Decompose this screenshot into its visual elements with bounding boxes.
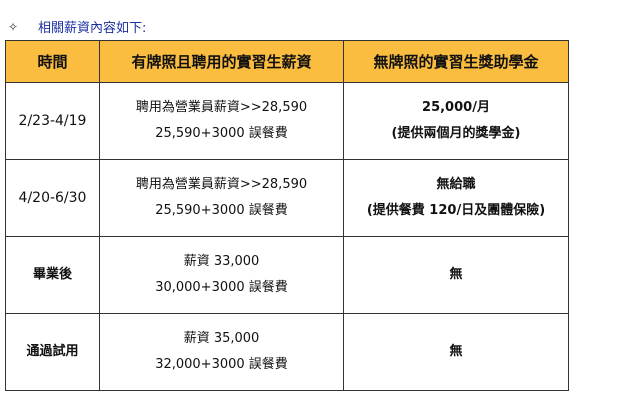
header-time: 時間 [5,40,100,83]
table-row: 通過試用 薪資 35,000 32,000+3000 誤餐費 無 [5,313,569,391]
cell-licensed: 薪資 33,000 30,000+3000 誤餐費 [99,236,344,314]
heading-text: 相關薪資內容如下: [38,21,147,36]
table-row: 畢業後 薪資 33,000 30,000+3000 誤餐費 無 [5,236,569,314]
cell-time: 2/23-4/19 [5,82,100,160]
cell-time: 4/20-6/30 [5,159,100,237]
cell-line: (提供餐費 120/日及團體保險) [366,203,546,218]
diamond-outline-icon: ✧ [8,19,19,34]
cell-line: 25,590+3000 誤餐費 [155,203,288,218]
cell-unlicensed: 無 [343,313,569,391]
cell-unlicensed: 25,000/月 (提供兩個月的獎學金) [343,82,569,160]
cell-unlicensed: 無 [343,236,569,314]
cell-line: 薪資 33,000 [183,254,260,269]
header-licensed: 有牌照且聘用的實習生薪資 [99,40,344,83]
cell-line: 25,000/月 [422,100,490,115]
table-row: 4/20-6/30 聘用為營業員薪資>>28,590 25,590+3000 誤餐… [5,159,569,237]
table-header-row: 時間 有牌照且聘用的實習生薪資 無牌照的實習生獎助學金 [5,40,569,83]
cell-unlicensed: 無給職 (提供餐費 120/日及團體保險) [343,159,569,237]
cell-line: 30,000+3000 誤餐費 [155,280,288,295]
cell-licensed: 薪資 35,000 32,000+3000 誤餐費 [99,313,344,391]
cell-line: (提供兩個月的獎學金) [391,126,521,141]
cell-time: 畢業後 [5,236,100,314]
cell-licensed: 聘用為營業員薪資>>28,590 25,590+3000 誤餐費 [99,159,344,237]
cell-line: 無給職 [436,177,476,192]
cell-time: 通過試用 [5,313,100,391]
cell-line: 聘用為營業員薪資>>28,590 [135,100,308,115]
cell-line: 25,590+3000 誤餐費 [155,126,288,141]
salary-table: 時間 有牌照且聘用的實習生薪資 無牌照的實習生獎助學金 2/23-4/19 聘用… [5,40,569,391]
cell-licensed: 聘用為營業員薪資>>28,590 25,590+3000 誤餐費 [99,82,344,160]
cell-line: 薪資 35,000 [183,331,260,346]
table-row: 2/23-4/19 聘用為營業員薪資>>28,590 25,590+3000 誤餐… [5,82,569,160]
section-heading: ✧ 相關薪資內容如下: [8,17,147,37]
cell-line: 32,000+3000 誤餐費 [155,357,288,372]
header-unlicensed: 無牌照的實習生獎助學金 [343,40,569,83]
cell-line: 聘用為營業員薪資>>28,590 [135,177,308,192]
